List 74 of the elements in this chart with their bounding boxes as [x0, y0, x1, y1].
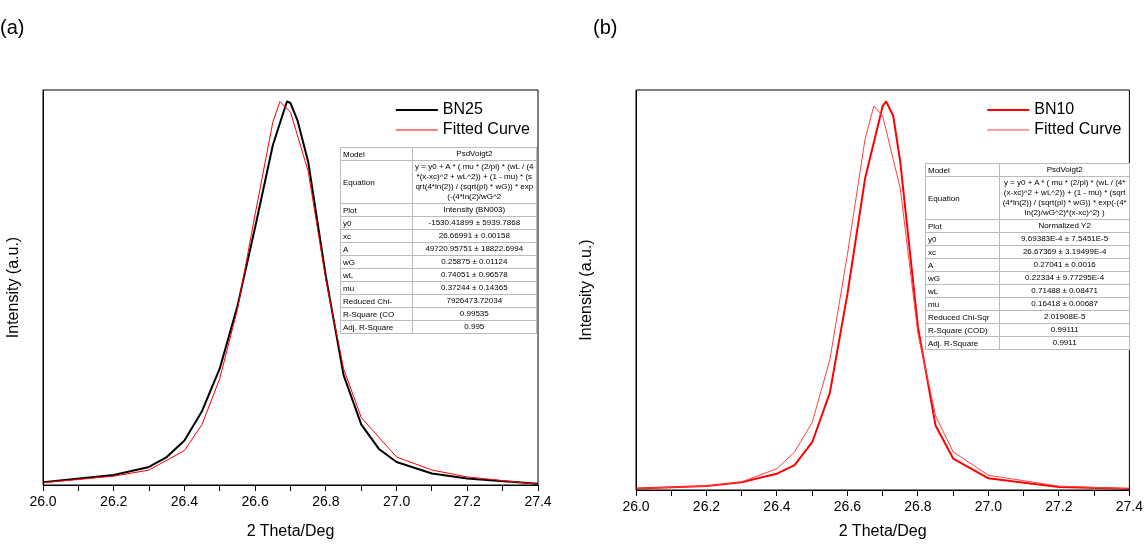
annotation: Normalized Y2 [999, 219, 1130, 233]
x-tick-label: 27.2 [1045, 498, 1073, 515]
x-tick-label: 26.0 [29, 493, 57, 510]
annotation: 26.66991 ± 0.00158 [412, 229, 537, 243]
annotation: 26.67369 ± 3.19499E-4 [999, 245, 1130, 259]
annotation: 0.99111 [999, 323, 1130, 337]
annotation: 0.995 [412, 320, 537, 334]
annotation: y0 [925, 232, 1000, 246]
annotation: 49720.95751 ± 18822.6994 [412, 242, 537, 256]
annotation: mu [925, 297, 1000, 311]
legend-label: Fitted Curve [442, 120, 531, 138]
x-tick-label: 26.4 [763, 498, 791, 515]
x-tick-label: 26.6 [241, 493, 269, 510]
x-tick-label: 26.8 [904, 498, 932, 515]
x-axis-title: 2 Theta/Deg [246, 521, 335, 539]
annotation: PsdVoigt2 [412, 147, 537, 161]
annotation: Model [925, 163, 1000, 177]
annotation: 0.16418 ± 0.00687 [999, 297, 1130, 311]
annotation: Adj. R-Square [340, 320, 413, 334]
annotation: Intensity (BN003) [412, 203, 537, 217]
annotation: y = y0 + A * ( mu * (2/pi) * (wL / (4*(x-xc)^2 + wL^2)) + (1 - mu) * (sqrt(4*ln(2)) / (sqrt(pi) * wG)) * exp(-(4*ln(2)/wG^2)*(x-xc)^2) ) [999, 176, 1130, 220]
annotation: Adj. R-Square [925, 336, 1000, 350]
annotation: R-Square (COD) [925, 323, 1000, 337]
annotation: Reduced Chi- [340, 294, 413, 308]
annotation: 0.27041 ± 0.0016 [999, 258, 1130, 272]
annotation: A [925, 258, 1000, 272]
annotation: wL [340, 268, 413, 282]
annotation: 0.37244 ± 0.14365 [412, 281, 537, 295]
annotation: 0.74051 ± 0.96578 [412, 268, 537, 282]
annotation: 0.71488 ± 0.08471 [999, 284, 1130, 298]
annotation: 9.69383E-4 ± 7.5451E-5 [999, 232, 1130, 246]
annotation: xc [340, 229, 413, 243]
annotation: Model [340, 147, 413, 161]
chart-title: (b) [593, 15, 618, 38]
annotation: Reduced Chi-Sqr [925, 310, 1000, 324]
annotation: wL [925, 284, 1000, 298]
annotation: PsdVoigt2 [999, 163, 1130, 177]
annotation: Plot [340, 203, 413, 217]
annotation: mu [340, 281, 413, 295]
annotation: Equation [340, 160, 413, 204]
annotation: 0.22334 ± 9.77295E-4 [999, 271, 1130, 285]
x-tick-label: 27.0 [382, 493, 411, 510]
x-tick-label: 27.4 [524, 493, 552, 510]
annotation: xc [925, 245, 1000, 259]
annotation: 0.9911 [999, 336, 1130, 350]
annotation: wG [340, 255, 413, 269]
legend-label: BN10 [1034, 100, 1075, 118]
annotation: Plot [925, 219, 1000, 233]
x-tick-label: 26.0 [622, 498, 650, 515]
x-tick-label: 26.6 [833, 498, 862, 515]
x-tick-label: 27.2 [453, 493, 482, 510]
annotation: 7926473.72034 [412, 294, 537, 308]
annotation: y = y0 + A * ( mu * (2/pi) * (wL / (4*(x-xc)^2 + wL^2)) + (1 - mu) * (sqrt(4*ln(2)) / (sqrt(pi) * wG)) * exp(-(4*ln(2)/wG^2 [412, 160, 537, 204]
legend-label: Fitted Curve [1034, 120, 1122, 138]
annotation: 2.01908E-5 [999, 310, 1130, 324]
annotation: Equation [925, 176, 1000, 220]
chart-title: (a) [0, 15, 25, 38]
x-tick-label: 26.8 [312, 493, 340, 510]
x-tick-label: 27.0 [974, 498, 1003, 515]
x-tick-label: 27.4 [1115, 498, 1144, 515]
annotation: R-Square (CO [340, 307, 413, 321]
x-tick-label: 26.2 [692, 498, 721, 515]
legend-label: BN25 [442, 100, 483, 118]
annotation: 0.25875 ± 0.01124 [412, 255, 537, 269]
annotation: A [340, 242, 413, 256]
annotation: -1530.41899 ± 5939.7868 [412, 216, 537, 230]
annotation: 0.99535 [412, 307, 537, 321]
x-axis-title: 2 Theta/Deg [838, 521, 927, 539]
annotation: wG [925, 271, 1000, 285]
x-tick-label: 26.2 [100, 493, 128, 510]
y-axis-title: Intensity (a.u.) [577, 239, 595, 341]
annotation: y0 [340, 216, 413, 230]
x-tick-label: 26.4 [170, 493, 199, 510]
y-axis-title: Intensity (a.u.) [4, 236, 22, 339]
